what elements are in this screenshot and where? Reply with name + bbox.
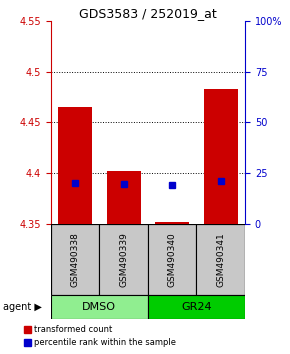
Text: GSM490340: GSM490340 [168, 232, 177, 286]
Bar [107, 171, 141, 224]
Text: GSM490341: GSM490341 [216, 232, 225, 286]
Bar [196, 224, 245, 295]
Bar [155, 222, 189, 224]
Bar [204, 89, 238, 224]
Bar [99, 224, 148, 295]
Bar [51, 295, 148, 319]
Bar [148, 224, 196, 295]
Bar [148, 295, 245, 319]
Legend: transformed count, percentile rank within the sample: transformed count, percentile rank withi… [24, 325, 177, 347]
Bar [51, 224, 99, 295]
Bar [58, 107, 92, 224]
Text: GSM490339: GSM490339 [119, 232, 128, 287]
Title: GDS3583 / 252019_at: GDS3583 / 252019_at [79, 7, 217, 20]
Text: agent ▶: agent ▶ [3, 302, 42, 312]
Text: DMSO: DMSO [82, 302, 116, 312]
Text: GSM490338: GSM490338 [70, 232, 79, 287]
Text: GR24: GR24 [181, 302, 212, 312]
